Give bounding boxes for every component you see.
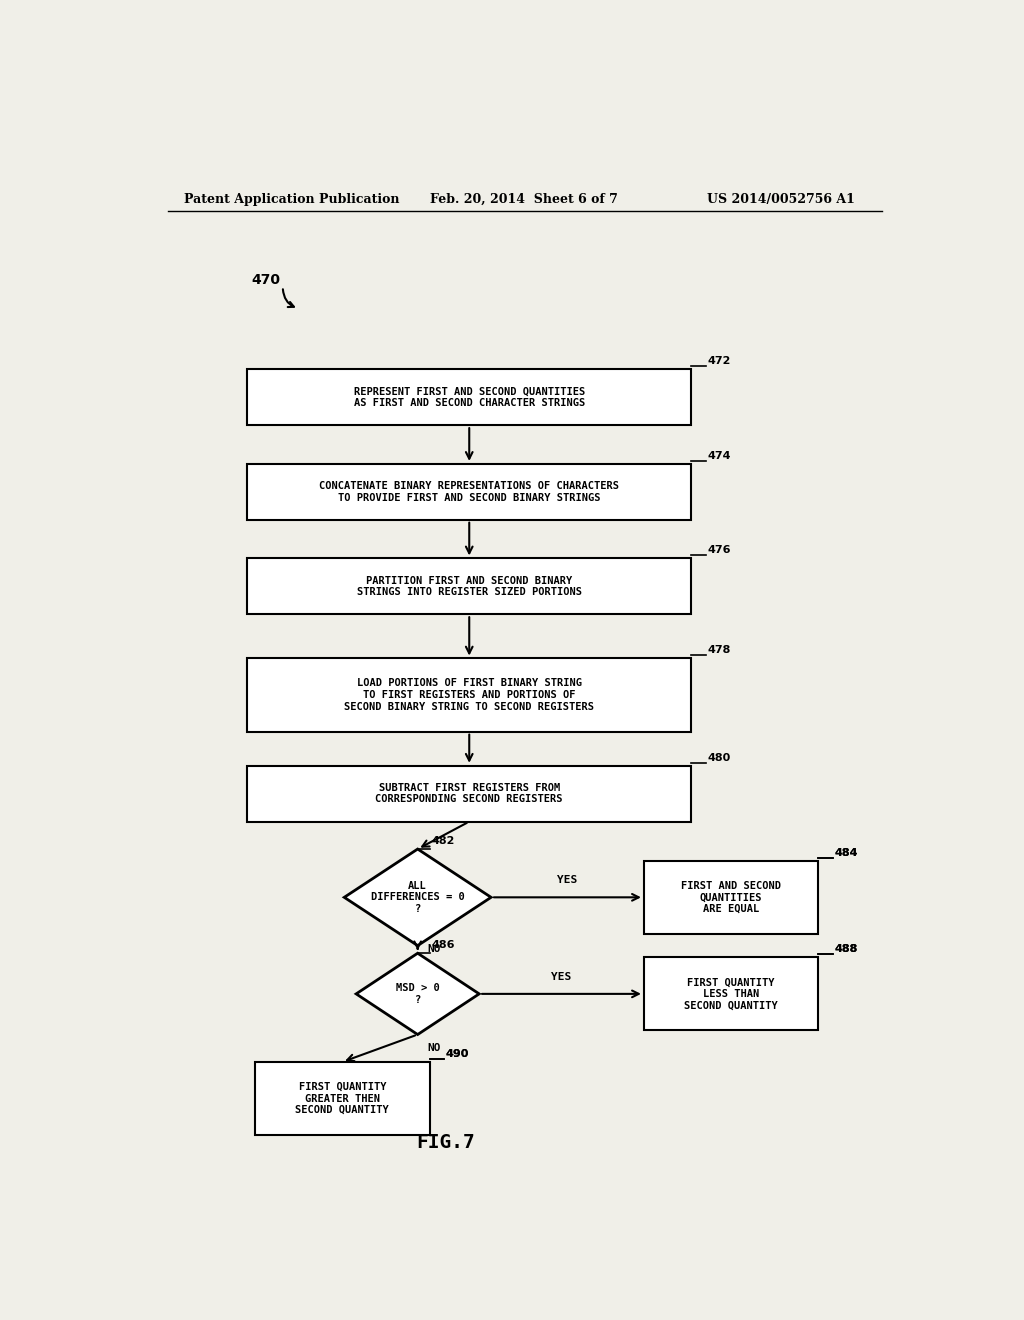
Text: NO: NO bbox=[427, 944, 440, 954]
Text: 474: 474 bbox=[708, 450, 731, 461]
Text: NO: NO bbox=[427, 1043, 440, 1053]
FancyBboxPatch shape bbox=[247, 766, 691, 821]
Text: 490: 490 bbox=[445, 1049, 469, 1059]
Text: FIRST QUANTITY
LESS THAN
SECOND QUANTITY: FIRST QUANTITY LESS THAN SECOND QUANTITY bbox=[684, 977, 778, 1011]
Text: 482: 482 bbox=[432, 836, 456, 846]
Text: Patent Application Publication: Patent Application Publication bbox=[183, 193, 399, 206]
Text: 472: 472 bbox=[708, 356, 731, 366]
Text: 478: 478 bbox=[708, 645, 731, 656]
Text: 488: 488 bbox=[835, 944, 858, 954]
Text: YES: YES bbox=[551, 972, 571, 982]
Text: YES: YES bbox=[557, 875, 578, 886]
Polygon shape bbox=[344, 849, 492, 945]
Text: 484: 484 bbox=[835, 847, 858, 858]
Text: REPRESENT FIRST AND SECOND QUANTITIES
AS FIRST AND SECOND CHARACTER STRINGS: REPRESENT FIRST AND SECOND QUANTITIES AS… bbox=[353, 387, 585, 408]
Text: FIRST AND SECOND
QUANTITIES
ARE EQUAL: FIRST AND SECOND QUANTITIES ARE EQUAL bbox=[681, 880, 781, 913]
Text: 488: 488 bbox=[835, 944, 858, 954]
FancyBboxPatch shape bbox=[644, 957, 818, 1031]
Text: 486: 486 bbox=[432, 940, 456, 950]
Text: 484: 484 bbox=[835, 847, 858, 858]
Text: Feb. 20, 2014  Sheet 6 of 7: Feb. 20, 2014 Sheet 6 of 7 bbox=[430, 193, 617, 206]
Text: 476: 476 bbox=[708, 545, 731, 556]
Text: SUBTRACT FIRST REGISTERS FROM
CORRESPONDING SECOND REGISTERS: SUBTRACT FIRST REGISTERS FROM CORRESPOND… bbox=[376, 783, 563, 804]
Text: CONCATENATE BINARY REPRESENTATIONS OF CHARACTERS
TO PROVIDE FIRST AND SECOND BIN: CONCATENATE BINARY REPRESENTATIONS OF CH… bbox=[319, 480, 620, 503]
Text: 490: 490 bbox=[445, 1049, 469, 1059]
Text: PARTITION FIRST AND SECOND BINARY
STRINGS INTO REGISTER SIZED PORTIONS: PARTITION FIRST AND SECOND BINARY STRING… bbox=[356, 576, 582, 597]
FancyBboxPatch shape bbox=[247, 370, 691, 425]
Text: ALL
DIFFERENCES = 0
?: ALL DIFFERENCES = 0 ? bbox=[371, 880, 465, 913]
Text: LOAD PORTIONS OF FIRST BINARY STRING
TO FIRST REGISTERS AND PORTIONS OF
SECOND B: LOAD PORTIONS OF FIRST BINARY STRING TO … bbox=[344, 678, 594, 711]
Text: MSD > 0
?: MSD > 0 ? bbox=[396, 983, 439, 1005]
Text: FIG.7: FIG.7 bbox=[416, 1134, 475, 1152]
FancyBboxPatch shape bbox=[255, 1063, 430, 1135]
FancyBboxPatch shape bbox=[247, 659, 691, 731]
Text: 480: 480 bbox=[708, 752, 730, 763]
Text: US 2014/0052756 A1: US 2014/0052756 A1 bbox=[708, 193, 855, 206]
FancyBboxPatch shape bbox=[247, 463, 691, 520]
FancyBboxPatch shape bbox=[644, 861, 818, 935]
FancyBboxPatch shape bbox=[247, 558, 691, 614]
Polygon shape bbox=[356, 953, 479, 1035]
Text: 470: 470 bbox=[251, 273, 280, 288]
Text: FIRST QUANTITY
GREATER THEN
SECOND QUANTITY: FIRST QUANTITY GREATER THEN SECOND QUANT… bbox=[295, 1082, 389, 1115]
